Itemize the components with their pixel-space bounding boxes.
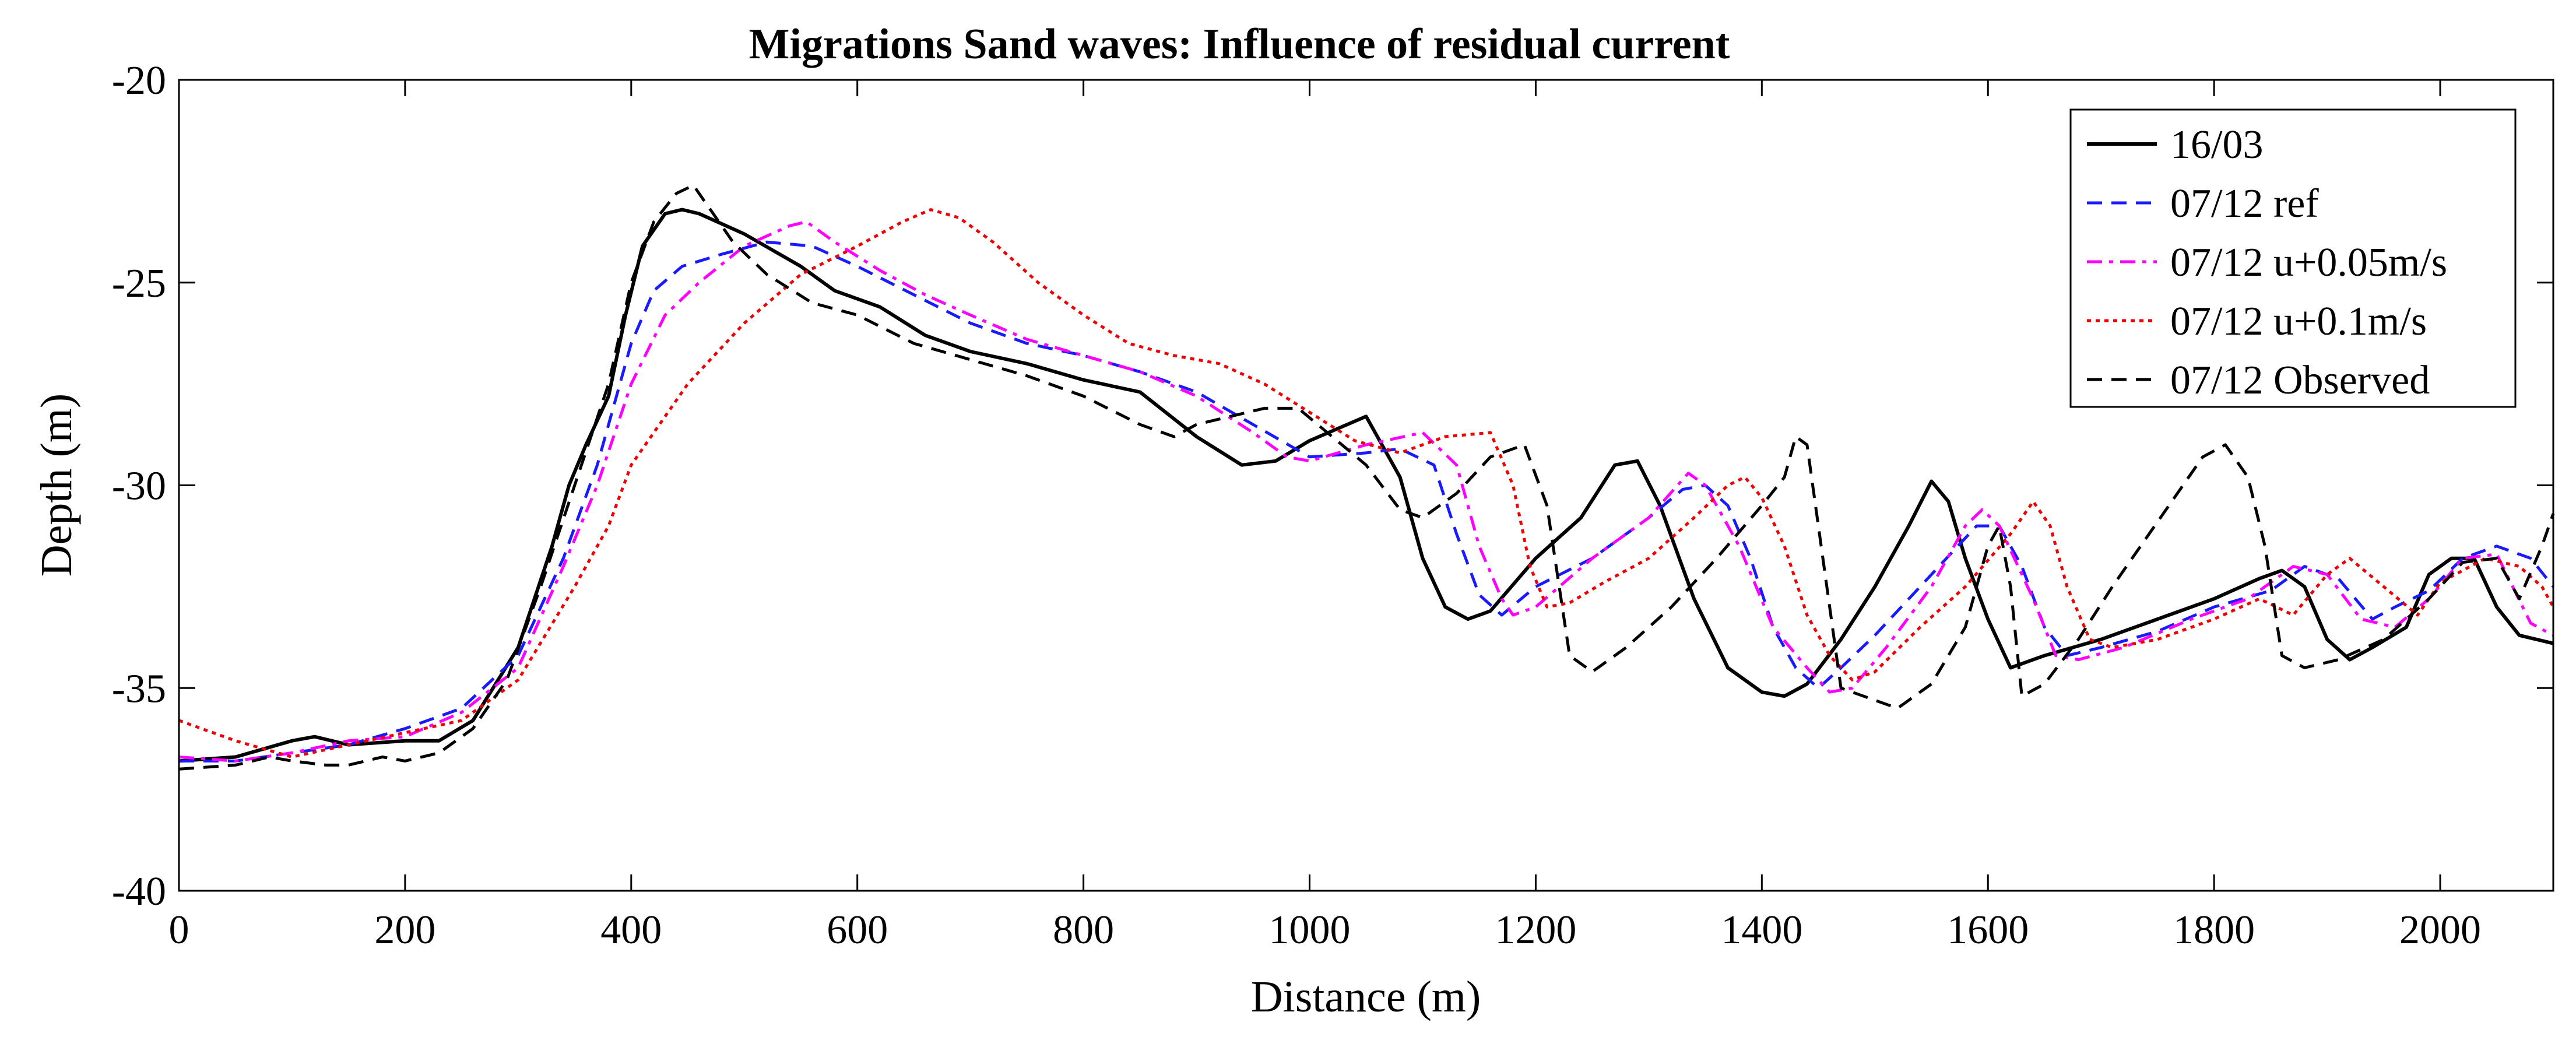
y-tick-label: -30 [112,464,166,509]
y-tick-label: -35 [112,666,166,711]
series-line-5 [178,184,2555,771]
x-tick-label: 600 [827,908,888,953]
x-axis-label: Distance (m) [1251,972,1481,1021]
series-line-3 [178,220,2554,763]
y-tick-label: -20 [112,58,166,103]
legend-label: 07/12 u+0.05m/s [2170,240,2447,285]
y-axis: -20 -25 -30 -35 -40 [112,58,2553,914]
legend-label: 07/12 ref [2170,181,2319,226]
legend-label: 16/03 [2170,122,2263,167]
x-tick-label: 0 [169,908,189,953]
x-tick-label: 1400 [1721,908,1802,953]
chart-title: Migrations Sand waves: Influence of resi… [749,20,1730,68]
series-line-2 [179,240,2554,763]
y-tick-label: -40 [112,869,166,914]
series-line-1 [178,208,2554,763]
series-layer [178,184,2555,771]
y-tick-label: -25 [112,261,166,306]
x-tick-label: 400 [600,908,662,953]
x-tick-label: 2000 [2399,908,2481,953]
x-axis: 0 200 400 600 800 1000 1200 1400 1600 1800 2000 [169,80,2481,953]
legend-box [2069,108,2517,408]
x-tick-label: 1200 [1495,908,1576,953]
legend-label: 07/12 u+0.1m/s [2170,299,2427,344]
y-axis-label: Depth (m) [32,393,81,577]
x-tick-label: 800 [1053,908,1114,953]
x-tick-label: 1600 [1947,908,2029,953]
legend: 16/03 07/12 ref 07/12 u+0.05m/s 07/12 u+0.1… [2069,108,2517,408]
x-tick-label: 200 [374,908,435,953]
x-tick-label: 1800 [2173,908,2255,953]
x-tick-label: 1000 [1269,908,1351,953]
legend-label: 07/12 Observed [2170,358,2430,403]
